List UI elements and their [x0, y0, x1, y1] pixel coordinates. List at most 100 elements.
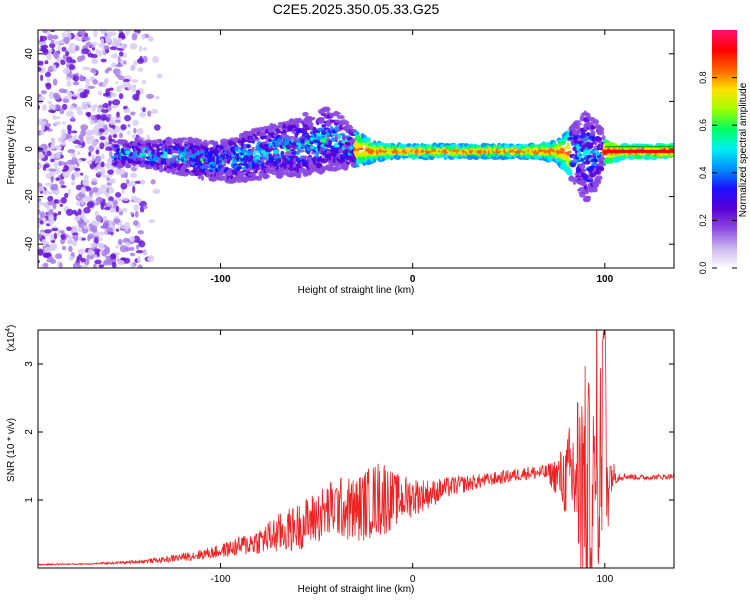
spectrogram-noise-blob: [50, 243, 58, 250]
spectrogram-noise-blob: [38, 47, 41, 51]
spectrogram-ridge-blob: [339, 132, 346, 136]
spectrogram-noise-blob: [68, 45, 74, 53]
spectrogram-noise-blob: [59, 230, 65, 234]
spectrogram-noise-blob: [67, 149, 76, 154]
spectrogram-ridge-blob: [573, 135, 579, 141]
spectrogram-ridge-blob: [358, 144, 364, 149]
spectrogram-ridge-blob: [586, 132, 591, 137]
spectrogram-ridge-blob: [297, 172, 302, 179]
spectrogram-x-tick-label: 0: [410, 274, 416, 285]
spectrogram-noise-blob: [58, 160, 62, 167]
spectrogram-noise-blob: [59, 203, 64, 207]
spectrogram-noise-blob: [111, 62, 117, 68]
spectrogram-noise-blob: [125, 30, 130, 36]
spectrogram-noise-blob: [147, 35, 154, 43]
spectrogram-noise-blob: [94, 231, 101, 237]
spectrogram-noise-blob: [146, 134, 151, 142]
spectrogram-noise-blob: [104, 35, 112, 44]
spectrogram-noise-blob: [40, 74, 44, 82]
spectrogram-noise-blob: [38, 222, 41, 229]
spectrogram-ridge-blob: [569, 175, 574, 180]
spectrogram-noise-blob: [46, 53, 52, 61]
spectrogram-noise-blob: [91, 58, 99, 65]
spectrogram-noise-blob: [106, 182, 112, 186]
spectrogram-ridge-blob: [200, 175, 204, 181]
spectrogram-noise-blob: [111, 261, 117, 268]
spectrogram-noise-blob: [74, 33, 79, 40]
spectrogram-noise-blob: [40, 90, 48, 94]
spectrogram-noise-blob: [66, 80, 72, 88]
snr-y-axis-label: SNR (10 * v/v): [6, 418, 17, 482]
spectrogram-noise-blob: [117, 56, 121, 64]
snr-x-tick-label: 100: [596, 574, 613, 585]
spectrogram-ridge-blob: [180, 137, 188, 141]
spectrogram-ridge-blob: [236, 165, 243, 170]
spectrogram-noise-blob: [100, 225, 107, 229]
spectrogram-noise-blob: [50, 158, 55, 163]
spectrogram-noise-blob: [71, 130, 78, 134]
spectrogram-noise-blob: [45, 123, 52, 128]
spectrogram-ridge-blob: [320, 130, 327, 136]
spectrogram-noise-blob: [40, 44, 49, 49]
spectrogram-noise-blob: [120, 124, 127, 131]
spectrogram-ridge-blob: [172, 165, 178, 172]
spectrogram-noise-blob: [133, 60, 138, 67]
spectrogram-ridge-blob: [585, 195, 592, 200]
spectrogram-noise-blob: [139, 45, 143, 52]
spectrogram-noise-blob: [80, 199, 84, 205]
spectrogram-ridge-blob: [272, 149, 280, 155]
spectrogram-noise-blob: [127, 130, 131, 136]
spectrogram-ridge-blob: [275, 155, 283, 160]
spectrogram-noise-blob: [86, 66, 91, 71]
spectrogram-noise-blob: [95, 197, 104, 203]
spectrogram-ridge-blob: [596, 126, 605, 133]
spectrogram-noise-blob: [76, 110, 84, 116]
spectrogram-noise-blob: [153, 124, 161, 131]
spectrogram-noise-blob: [66, 110, 74, 117]
spectrogram-ridge-blob: [595, 175, 603, 181]
spectrogram-noise-blob: [53, 92, 60, 100]
spectrogram-noise-blob: [38, 163, 44, 169]
spectrogram-ridge-blob: [231, 147, 236, 150]
spectrogram-noise-blob: [50, 39, 55, 45]
spectrogram-noise-blob: [142, 47, 147, 51]
spectrogram-noise-blob: [87, 85, 96, 89]
spectrogram-ridge-blob: [320, 157, 328, 164]
spectrogram-noise-blob: [50, 138, 56, 143]
spectrogram-noise-blob: [38, 41, 46, 46]
spectrogram-noise-blob: [96, 221, 102, 225]
spectrogram-noise-blob: [75, 234, 79, 241]
spectrogram-ridge-blob: [561, 140, 566, 144]
spectrogram-noise-blob: [97, 90, 103, 96]
spectrogram-ridge-blob: [593, 179, 602, 185]
spectrogram-ridge-blob: [592, 161, 597, 166]
spectrogram-noise-blob: [132, 185, 136, 194]
spectrogram-noise-blob: [100, 58, 107, 63]
spectrogram-noise-blob: [68, 64, 76, 71]
spectrogram-ridge-blob: [563, 155, 571, 159]
spectrogram-noise-blob: [105, 117, 111, 123]
spectrogram-noise-blob: [108, 134, 112, 143]
spectrogram-ridge-blob: [568, 150, 572, 154]
spectrogram-noise-blob: [47, 100, 53, 105]
spectrogram-noise-blob: [55, 145, 61, 149]
spectrogram-y-tick-label: -20: [24, 189, 35, 204]
spectrogram-noise-blob: [117, 259, 125, 266]
spectrogram-noise-blob: [72, 81, 80, 86]
spectrogram-noise-blob: [71, 240, 78, 247]
spectrogram-noise-blob: [49, 170, 56, 177]
snr-frame: [37, 329, 675, 569]
spectrogram-noise-blob: [147, 110, 152, 117]
spectrogram-noise-blob: [152, 55, 160, 64]
spectrogram-noise-blob: [50, 176, 54, 184]
spectrogram-noise-blob: [99, 114, 107, 121]
spectrogram-noise-blob: [52, 183, 59, 191]
spectrogram-noise-blob: [137, 127, 144, 136]
spectrogram-noise-blob: [44, 60, 49, 65]
spectrogram-noise-blob: [58, 88, 66, 94]
spectrogram-noise-blob: [130, 262, 134, 268]
spectrogram-noise-blob: [124, 241, 130, 248]
spectrogram-noise-blob: [85, 134, 94, 140]
spectrogram-noise-blob: [106, 161, 112, 170]
spectrogram-ridge-blob: [221, 163, 227, 167]
